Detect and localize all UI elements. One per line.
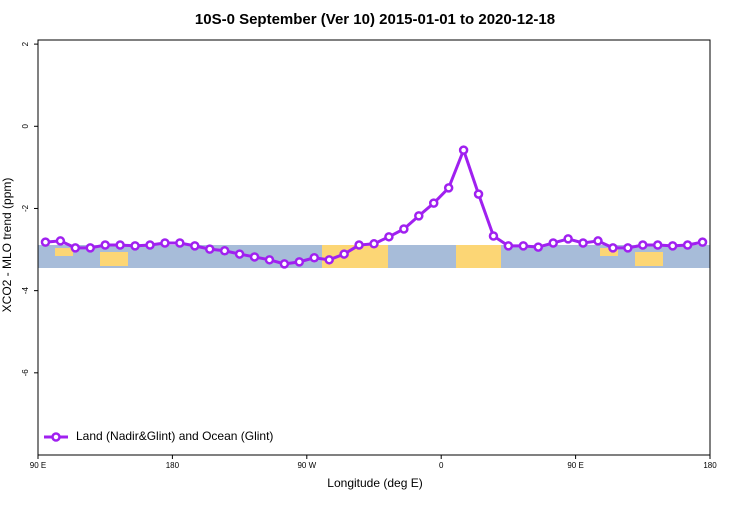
point [354,240,364,250]
point [623,243,633,253]
y-tick-label: 0 [21,124,30,129]
x-tick-label: 90 E [30,461,46,470]
y-tick-label: 2 [21,41,30,46]
point [697,237,708,247]
plot-frame [37,39,711,456]
point [249,252,260,262]
point [443,183,454,193]
x-axis-label: Longitude (deg E) [327,476,422,490]
x-tick-label: 180 [703,461,717,470]
x-tick-label: 0 [439,461,444,470]
point [294,257,305,267]
point [399,224,409,234]
point [324,255,334,265]
point [219,246,230,256]
point [563,234,573,244]
point [100,240,110,250]
point [593,236,603,246]
chart-title: 10S-0 September (Ver 10) 2015-01-01 to 2… [195,11,555,28]
point [115,240,125,250]
point [428,198,439,208]
point [160,238,170,248]
y-tick-label: -2 [21,204,30,212]
point [130,241,140,251]
point [234,249,245,259]
y-tick-label: -4 [21,287,30,295]
point [384,232,394,242]
point [458,145,469,155]
point [190,241,200,251]
point [488,231,499,241]
point [70,243,81,253]
y-axis-label: XCO2 - MLO trend (ppm) [0,178,14,313]
point [667,241,678,251]
point [414,211,424,221]
point [55,236,66,246]
point [608,243,618,253]
point [638,240,648,250]
point [85,243,96,253]
point [652,240,663,250]
point [682,240,693,250]
point [175,238,185,248]
x-tick-label: 90 W [297,461,316,470]
point [518,241,529,251]
point [279,259,290,269]
x-tick-label: 90 E [567,461,583,470]
point [204,244,215,254]
point [145,240,155,250]
legend-label: Land (Nadir&Glint) and Ocean (Glint) [76,429,273,443]
point [369,239,379,249]
point [473,189,484,199]
point [533,242,544,252]
x-tick-label: 180 [166,461,180,470]
legend-marker [51,432,61,442]
point [578,238,588,248]
point [40,237,51,247]
point [339,249,349,259]
point [309,253,320,263]
point [503,241,514,251]
point [264,255,275,265]
point [548,238,558,248]
y-tick-label: -6 [21,369,30,377]
